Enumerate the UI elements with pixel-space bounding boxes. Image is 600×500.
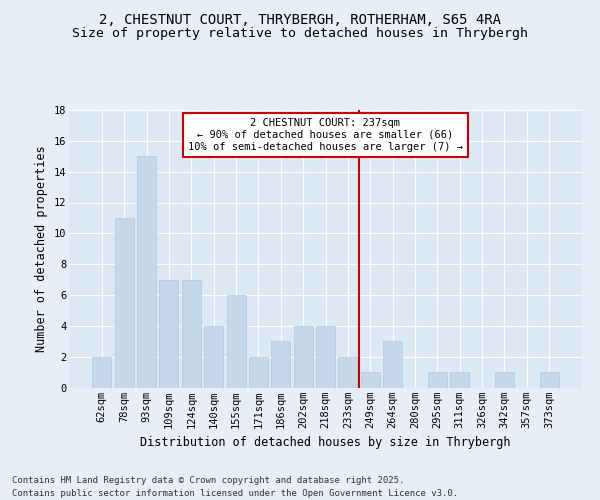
Bar: [137, 156, 156, 388]
Y-axis label: Number of detached properties: Number of detached properties: [35, 146, 48, 352]
Bar: [182, 280, 201, 388]
Text: Contains HM Land Registry data © Crown copyright and database right 2025.: Contains HM Land Registry data © Crown c…: [12, 476, 404, 485]
Bar: [115, 218, 134, 388]
Bar: [383, 341, 402, 388]
Bar: [316, 326, 335, 388]
Bar: [92, 356, 112, 388]
X-axis label: Distribution of detached houses by size in Thrybergh: Distribution of detached houses by size …: [140, 436, 511, 449]
Bar: [227, 295, 245, 388]
Text: 2, CHESTNUT COURT, THRYBERGH, ROTHERHAM, S65 4RA: 2, CHESTNUT COURT, THRYBERGH, ROTHERHAM,…: [99, 12, 501, 26]
Bar: [495, 372, 514, 388]
Bar: [271, 341, 290, 388]
Bar: [539, 372, 559, 388]
Bar: [204, 326, 223, 388]
Bar: [450, 372, 469, 388]
Text: 2 CHESTNUT COURT: 237sqm
← 90% of detached houses are smaller (66)
10% of semi-d: 2 CHESTNUT COURT: 237sqm ← 90% of detach…: [188, 118, 463, 152]
Text: Contains public sector information licensed under the Open Government Licence v3: Contains public sector information licen…: [12, 489, 458, 498]
Bar: [361, 372, 380, 388]
Bar: [249, 356, 268, 388]
Bar: [338, 356, 358, 388]
Bar: [293, 326, 313, 388]
Bar: [160, 280, 178, 388]
Bar: [428, 372, 447, 388]
Text: Size of property relative to detached houses in Thrybergh: Size of property relative to detached ho…: [72, 28, 528, 40]
